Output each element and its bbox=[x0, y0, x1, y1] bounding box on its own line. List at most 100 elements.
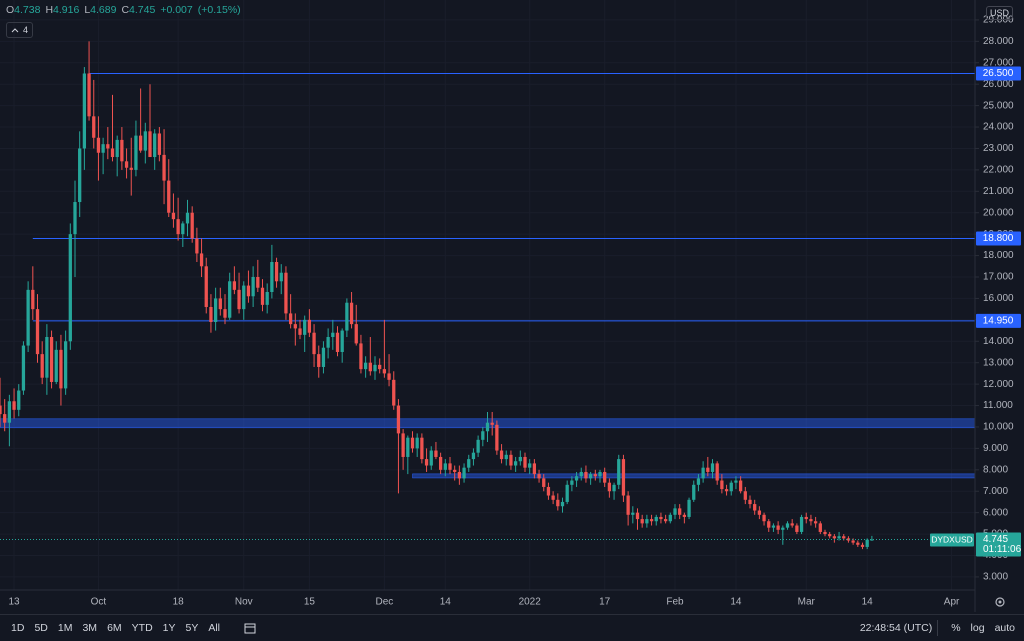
candle-body bbox=[593, 474, 597, 477]
candle-body bbox=[603, 471, 607, 483]
y-tick-label: 24.000 bbox=[983, 122, 1014, 133]
candle-body bbox=[476, 439, 480, 453]
y-tick-label: 6.000 bbox=[983, 507, 1008, 518]
candle-body bbox=[762, 514, 766, 522]
x-tick-label: 13 bbox=[9, 597, 21, 608]
level-label-bg bbox=[976, 231, 1021, 246]
last-price: 4.745 bbox=[983, 534, 1008, 545]
currency-button[interactable]: USD bbox=[986, 6, 1014, 20]
candle-body bbox=[528, 463, 532, 468]
range-button[interactable]: 5D bbox=[34, 622, 48, 634]
candle-body bbox=[795, 525, 799, 532]
candle-body bbox=[767, 521, 771, 528]
settings-icon[interactable] bbox=[995, 597, 1005, 607]
candle-body bbox=[509, 454, 513, 466]
candle-body bbox=[129, 167, 133, 170]
candle-body bbox=[659, 516, 663, 520]
candle-body bbox=[823, 531, 827, 535]
x-tick-label: 14 bbox=[730, 597, 742, 608]
symbol-label: DYDXUSD bbox=[931, 534, 973, 544]
candle-body bbox=[668, 514, 672, 522]
candle-body bbox=[157, 133, 162, 155]
y-tick-label: 7.000 bbox=[983, 486, 1008, 497]
candle-body bbox=[542, 478, 546, 487]
candle-body bbox=[565, 484, 569, 502]
candle-body bbox=[588, 474, 593, 479]
candle-body bbox=[293, 324, 297, 329]
x-tick-label: 2022 bbox=[519, 597, 542, 608]
candle-body bbox=[645, 519, 649, 524]
candle-body bbox=[45, 336, 49, 378]
x-tick-label: Feb bbox=[666, 597, 684, 608]
range-button[interactable]: 1Y bbox=[162, 622, 176, 634]
candle-body bbox=[495, 424, 499, 451]
candle-body bbox=[574, 476, 579, 481]
candle-body bbox=[856, 542, 860, 545]
candle-body bbox=[185, 212, 190, 224]
range-button[interactable]: 1D bbox=[11, 622, 25, 634]
candle-body bbox=[199, 253, 204, 267]
candle-body bbox=[303, 319, 307, 335]
candle-body bbox=[612, 484, 616, 492]
y-tick-label: 26.000 bbox=[983, 79, 1014, 90]
candle-body bbox=[748, 499, 752, 505]
candle-body bbox=[401, 433, 405, 457]
candle-body bbox=[485, 422, 490, 432]
candle-body bbox=[729, 482, 733, 492]
candle-body bbox=[537, 474, 541, 479]
legend-key: C bbox=[121, 4, 130, 16]
candle-body bbox=[349, 302, 354, 325]
y-tick-label: 9.000 bbox=[983, 443, 1008, 454]
candle-body bbox=[832, 536, 837, 539]
chevron bbox=[11, 28, 19, 33]
candle-body bbox=[148, 131, 152, 158]
candle-body bbox=[213, 298, 218, 322]
candle-body bbox=[682, 514, 687, 517]
scale-button[interactable]: % bbox=[951, 622, 961, 634]
candle-body bbox=[654, 516, 658, 522]
candle-body bbox=[753, 504, 757, 511]
candle-body bbox=[82, 73, 87, 149]
candle-body bbox=[551, 495, 555, 500]
candle-body bbox=[678, 508, 682, 515]
level-label-bg bbox=[976, 66, 1021, 81]
candle-body bbox=[842, 536, 846, 539]
range-button[interactable]: All bbox=[208, 622, 221, 634]
candle-body bbox=[828, 534, 832, 537]
goto-date-icon[interactable] bbox=[243, 621, 257, 635]
candle-body bbox=[256, 277, 260, 288]
candle-body bbox=[799, 516, 804, 532]
level-label: 14.950 bbox=[983, 316, 1014, 327]
candle-body bbox=[153, 133, 157, 158]
countdown: 01:11:06 bbox=[983, 544, 1022, 555]
candle-body bbox=[284, 272, 288, 314]
range-button[interactable]: 3M bbox=[82, 622, 98, 634]
y-tick-label: 8.000 bbox=[983, 464, 1008, 475]
y-tick-label: 29.000 bbox=[983, 15, 1014, 26]
candle-body bbox=[392, 379, 396, 406]
candle-body bbox=[218, 298, 222, 310]
scale-button[interactable]: auto bbox=[994, 622, 1015, 634]
x-tick-label: Dec bbox=[375, 597, 393, 608]
scale-button[interactable]: log bbox=[970, 622, 985, 634]
candle-body bbox=[734, 480, 738, 483]
candle-body bbox=[870, 539, 874, 541]
candle-body bbox=[410, 437, 415, 449]
range-button[interactable]: 5Y bbox=[185, 622, 199, 634]
range-button[interactable]: 1M bbox=[57, 622, 73, 634]
y-tick-label: 11.000 bbox=[983, 400, 1013, 411]
x-tick-label: Nov bbox=[235, 597, 253, 608]
candle-body bbox=[134, 135, 138, 170]
candle-body bbox=[546, 486, 551, 496]
y-tick-label: 18.000 bbox=[983, 250, 1014, 261]
candle-body bbox=[40, 354, 44, 378]
range-button[interactable]: 6M bbox=[107, 622, 122, 634]
candle-body bbox=[631, 512, 635, 515]
level-label: 26.500 bbox=[983, 68, 1014, 79]
candle-body bbox=[462, 467, 466, 479]
y-tick-label: 10.000 bbox=[983, 422, 1014, 433]
candle-body bbox=[813, 521, 818, 524]
x-tick-label: 17 bbox=[599, 597, 611, 608]
indicator-badge[interactable]: 4 bbox=[6, 22, 34, 38]
range-button[interactable]: YTD bbox=[131, 622, 153, 634]
